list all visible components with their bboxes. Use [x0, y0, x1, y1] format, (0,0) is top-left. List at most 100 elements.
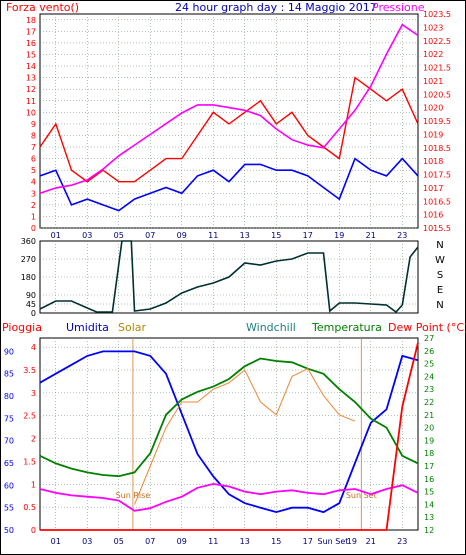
- direction-y-tick: 360: [21, 237, 36, 246]
- wind-y-tick: 11: [26, 97, 36, 106]
- wind-x-tick: 01: [51, 231, 61, 240]
- humidity-y-tick: 60: [4, 481, 14, 490]
- wind-y-tick: 1: [31, 212, 36, 221]
- weather-x-tick: 01: [51, 537, 61, 546]
- rain-y-tick: 1.5: [23, 457, 36, 466]
- sun-annotations: Sun Rise Sun Set: [116, 338, 377, 530]
- wind-x-tick: 03: [82, 231, 92, 240]
- pressure-y-tick: 1021.5: [423, 64, 451, 73]
- temperature-y-tick: 20: [424, 424, 434, 433]
- humidity-y-axis: 50 55 60 65 70 75 80 85 90: [4, 347, 14, 535]
- temperature-y-tick: 24: [424, 372, 434, 381]
- wind-y-tick: 6: [31, 155, 36, 164]
- wind-force-label: Forza vento(): [6, 1, 79, 14]
- rain-label: Pioggia: [2, 321, 42, 334]
- wind-x-tick: 21: [366, 231, 376, 240]
- pressure-y-tick: 1015.5: [423, 224, 451, 233]
- sun-marker-label: Sun Set: [346, 491, 377, 500]
- compass-letter: W: [435, 255, 445, 266]
- weather-x-tick: 07: [145, 537, 155, 546]
- series-gust: [39, 76, 419, 183]
- solar-label: Solar: [118, 321, 147, 334]
- series-solar: [134, 368, 356, 505]
- weather-x-tick: 17: [303, 537, 313, 546]
- humidity-y-tick: 80: [4, 392, 14, 401]
- wind-plot-area: [39, 13, 419, 229]
- temperature-y-tick: 16: [424, 475, 434, 484]
- wind-y-tick: 9: [31, 120, 36, 129]
- humidity-y-tick: 90: [4, 347, 14, 356]
- rain-y-tick: 1: [31, 480, 36, 489]
- rain-y-tick: 4: [31, 343, 36, 352]
- pressure-y-tick: 1022.5: [423, 37, 451, 46]
- wind-y-tick: 12: [26, 85, 36, 94]
- humidity-y-tick: 85: [4, 370, 14, 379]
- wind-y-tick: 18: [26, 16, 36, 25]
- weather-x-tick: 03: [82, 537, 92, 546]
- wind-y-tick: 10: [26, 108, 36, 117]
- direction-y-tick: 90: [26, 291, 36, 300]
- pressure-y-tick: 1023: [423, 23, 443, 32]
- wind-y-tick: 16: [26, 39, 36, 48]
- wind-y-tick: 3: [31, 189, 36, 198]
- pressure-y-tick: 1021: [423, 77, 443, 86]
- weather-x-tick: 23: [397, 537, 407, 546]
- pressure-y-tick: 1020: [423, 104, 443, 113]
- pressure-y-tick: 1018.5: [423, 144, 451, 153]
- temperature-y-tick: 13: [424, 513, 434, 522]
- compass-letter: S: [437, 270, 443, 281]
- wind-y-tick: 4: [31, 178, 36, 187]
- weather-x-tick: 05: [114, 537, 124, 546]
- weather-x-tick: 11: [208, 537, 218, 546]
- rain-y-tick: 2: [31, 435, 36, 444]
- wind-x-tick: 05: [114, 231, 124, 240]
- weather-x-tick: 21: [366, 537, 376, 546]
- wind-x-tick: 09: [177, 231, 187, 240]
- pressure-label: Pressione: [372, 1, 425, 14]
- humidity-y-tick: 70: [4, 437, 14, 446]
- wind-y-tick: 13: [26, 74, 36, 83]
- series-direction: [39, 240, 419, 314]
- series-humidity: [39, 350, 419, 514]
- wind-x-tick: 17: [303, 231, 313, 240]
- wind-x-tick: 19: [334, 231, 344, 240]
- temperature-y-tick: 22: [424, 398, 434, 407]
- temperature-y-tick: 23: [424, 385, 434, 394]
- humidity-label: Umidita: [66, 321, 109, 334]
- pressure-y-tick: 1018: [423, 157, 443, 166]
- series-pressure: [39, 23, 419, 194]
- weather-x-tick: 19: [347, 537, 357, 546]
- wind-y-tick: 0: [31, 224, 36, 233]
- weather-x-tick: 09: [177, 537, 187, 546]
- temperature-y-tick: 17: [424, 462, 434, 471]
- rain-y-tick: 0.5: [23, 503, 36, 512]
- wind-y-tick: 17: [26, 27, 36, 36]
- weather-x-tick: 15: [271, 537, 281, 546]
- wind-y-tick: 5: [31, 166, 36, 175]
- pressure-y-tick: 1020.5: [423, 90, 451, 99]
- humidity-y-tick: 75: [4, 414, 14, 423]
- wind-y-tick: 15: [26, 50, 36, 59]
- windchill-label: Windchill: [246, 321, 296, 334]
- sun-marker-label: Sun Rise: [116, 491, 151, 500]
- dewpoint-label: Dew Point (°C): [388, 321, 466, 334]
- weather-x-tick: 13: [240, 537, 250, 546]
- temperature-y-tick: 18: [424, 449, 434, 458]
- pressure-y-tick: 1016.5: [423, 197, 451, 206]
- wind-x-tick: 23: [397, 231, 407, 240]
- series-dewpoint: [39, 482, 419, 512]
- direction-y-tick: 180: [21, 273, 36, 282]
- rain-y-tick: 3.5: [23, 366, 36, 375]
- weather-series: [39, 342, 419, 531]
- pressure-y-tick: 1017.5: [423, 171, 451, 180]
- rain-y-axis: 0 0.5 1 1.5 2 2.5 3 3.5 4: [23, 343, 36, 535]
- temperature-label: Temperatura: [311, 321, 382, 334]
- temperature-y-tick: 15: [424, 488, 434, 497]
- compass-letter: N: [436, 240, 443, 251]
- compass-letter: N: [436, 300, 443, 311]
- wind-y-tick: 2: [31, 201, 36, 210]
- weather-chart: Pioggia Umidita Solar Windchill Temperat…: [2, 321, 466, 546]
